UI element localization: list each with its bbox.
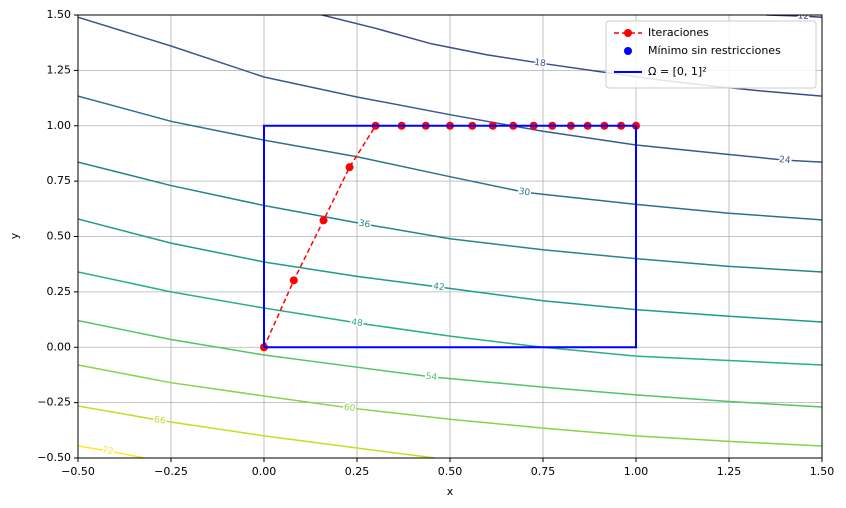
contour-line [78, 161, 822, 273]
y-tick-label: 0.75 [47, 174, 72, 187]
y-tick-label: 1.00 [47, 119, 72, 132]
y-axis-label: y [8, 232, 21, 239]
contour-label: 30 [518, 187, 531, 199]
contour-label: 60 [343, 403, 356, 414]
y-tick-label: 1.25 [47, 63, 72, 76]
contour-line [321, 15, 822, 97]
x-tick-label: −0.50 [61, 465, 95, 478]
marker [345, 163, 354, 172]
legend-swatch [624, 29, 632, 37]
x-tick-label: 1.50 [810, 465, 835, 478]
x-tick-label: 1.00 [624, 465, 649, 478]
x-tick-label: 1.25 [717, 465, 742, 478]
contour-label: 24 [779, 155, 791, 166]
series-line [263, 124, 637, 349]
contour-label: 48 [351, 318, 364, 330]
legend-box [605, 20, 817, 89]
legend-swatch [624, 47, 632, 55]
y-tick-label: −0.50 [37, 451, 71, 464]
contour-line [78, 271, 822, 366]
x-tick-label: 0.75 [531, 465, 556, 478]
contour-line [78, 218, 822, 323]
contour-line [78, 364, 822, 447]
contour-line [78, 95, 822, 221]
y-tick-label: 0.00 [47, 340, 72, 353]
contour-label: 54 [425, 372, 438, 383]
contour-label: 12 [797, 11, 809, 21]
contour-line [78, 445, 146, 458]
contour-label: 66 [153, 415, 166, 427]
legend-label: Iteraciones [648, 26, 709, 39]
x-tick-label: 0.50 [438, 465, 463, 478]
y-tick-label: −0.25 [37, 396, 71, 409]
marker [289, 276, 298, 285]
contour-label: 42 [432, 282, 445, 293]
marker [319, 216, 328, 225]
y-tick-label: 1.50 [47, 8, 72, 21]
legend-label: Mínimo sin restricciones [648, 44, 781, 57]
y-tick-label: 0.25 [47, 285, 72, 298]
x-axis-label: x [447, 485, 454, 498]
x-tick-label: 0.00 [252, 465, 277, 478]
y-tick-label: 0.50 [47, 230, 72, 243]
x-tick-label: −0.25 [154, 465, 188, 478]
contour-line [78, 319, 822, 408]
x-tick-label: 0.25 [345, 465, 370, 478]
contour-line [78, 16, 822, 163]
legend-label: Ω = [0, 1]² [648, 65, 707, 78]
contour-label: 18 [534, 58, 547, 70]
plot-area: 12 18 24 30 36 42 48 54 60 66 72 [78, 11, 822, 458]
contour-line [78, 405, 436, 458]
axes-frame [77, 14, 823, 459]
contour-label: 36 [358, 219, 371, 231]
contour-label: 72 [101, 445, 114, 457]
